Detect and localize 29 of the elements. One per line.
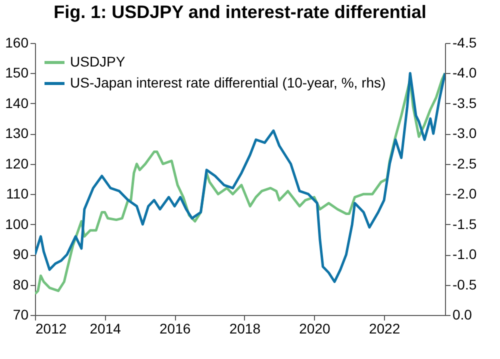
x-tick-label: 2014 (90, 320, 122, 336)
x-tick-label: 2018 (229, 320, 261, 336)
y2-tick-label: -2.0 (452, 186, 477, 202)
y-tick-label: 80 (12, 276, 29, 292)
y-tick-label: 120 (5, 155, 29, 172)
x-tick-label: 2020 (299, 320, 330, 336)
chart-title: Fig. 1: USDJPY and interest-rate differential (54, 2, 426, 22)
y-tick-label: 110 (6, 186, 29, 202)
x-tick-label: 2022 (368, 320, 400, 336)
y2-tick-label: -3.0 (452, 125, 477, 142)
legend-label: USDJPY (70, 54, 126, 70)
legend-label: US-Japan interest rate differential (10-year, %, rhs) (70, 74, 386, 90)
y-tick-label: 70 (12, 306, 29, 322)
y2-tick-label: -0.5 (452, 276, 477, 292)
y2-tick-label: -1.0 (452, 246, 477, 262)
y2-tick-label: 0.0 (452, 306, 472, 322)
y2-tick-label: -4.0 (452, 64, 477, 81)
y-tick-label: 140 (5, 94, 29, 111)
y-tick-label: 130 (5, 125, 29, 142)
y2-tick-label: -3.5 (452, 94, 477, 111)
y-tick-label: 90 (12, 246, 29, 262)
x-tick-label: 2012 (36, 320, 67, 336)
x-tick-label: 2016 (160, 320, 191, 336)
y2-tick-label: -1.5 (452, 216, 477, 232)
y2-tick-label: -2.5 (452, 155, 477, 172)
y-tick-label: 100 (5, 216, 29, 232)
y-tick-label: 150 (5, 64, 29, 81)
y2-tick-label: -4.5 (452, 34, 477, 50)
y-tick-label: 160 (5, 34, 29, 50)
